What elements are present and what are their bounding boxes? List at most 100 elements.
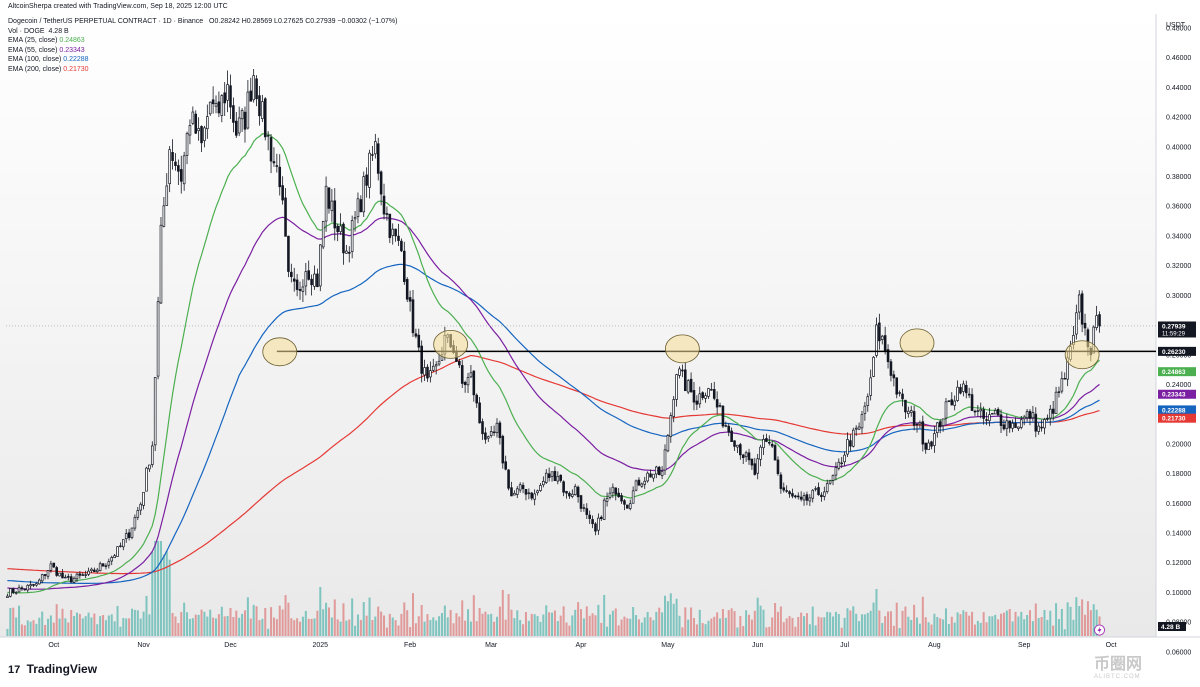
ohlc-close: C0.27939	[305, 18, 336, 25]
indicator-ema25[interactable]: EMA (25, close) 0.24863	[8, 36, 397, 46]
volume-bar	[516, 610, 519, 636]
volume-bar	[116, 605, 119, 636]
volume-bar	[368, 597, 371, 636]
symbol-name[interactable]: Dogecoin / TetherUS PERPETUAL CONTRACT ·…	[8, 18, 204, 25]
volume-bar	[1008, 609, 1011, 636]
y-tick-label: 0.44000	[1166, 85, 1191, 92]
indicator-label: EMA (100, close)	[8, 56, 62, 64]
volume-bar	[719, 618, 722, 636]
volume-bar	[823, 617, 826, 636]
volume-bar	[301, 616, 304, 636]
volume-bar	[846, 608, 849, 636]
volume-bar	[258, 620, 261, 636]
candle-body	[52, 562, 56, 568]
candle-body	[119, 545, 122, 547]
y-tick-label: 0.40000	[1166, 144, 1191, 151]
indicator-value: 0.23343	[59, 46, 85, 54]
volume-bar	[212, 617, 215, 636]
indicator-value: 0.21730	[63, 65, 89, 73]
volume-bar	[519, 620, 522, 636]
volume-bar	[322, 609, 325, 636]
candle-body	[240, 110, 244, 120]
candle-body	[689, 378, 693, 393]
candle-body	[90, 568, 93, 572]
indicator-ema200[interactable]: EMA (200, close) 0.21730	[8, 65, 397, 75]
candle-body	[753, 463, 757, 475]
volume-bar	[800, 612, 803, 636]
candle-body	[414, 333, 418, 337]
volume-bar	[892, 625, 895, 636]
candle-body	[11, 588, 15, 593]
volume-bar	[959, 614, 962, 636]
volume-bar	[9, 607, 12, 636]
candle-body	[237, 117, 241, 134]
legend-panel: Dogecoin / TetherUS PERPETUAL CONTRACT ·…	[8, 17, 397, 75]
volume-bar	[64, 618, 67, 636]
candle-body	[1020, 419, 1023, 428]
candle-body	[98, 563, 102, 572]
candle-body	[203, 127, 206, 141]
candle-body	[333, 200, 337, 229]
volume-bar	[186, 612, 189, 636]
candle-body	[1011, 422, 1014, 429]
candle-body	[327, 187, 331, 209]
volume-bar	[351, 598, 354, 636]
candle-body	[136, 510, 140, 518]
candle-body	[324, 185, 328, 222]
plot-bg	[0, 14, 1156, 637]
volume-bar	[794, 626, 797, 636]
candle-body	[663, 449, 667, 471]
volume-bar	[582, 618, 585, 636]
candle-body	[837, 461, 841, 469]
volume-bar	[522, 624, 525, 636]
candle-body	[275, 165, 279, 167]
volume-bar	[698, 609, 701, 636]
candle-body	[397, 235, 400, 241]
candle-body	[518, 484, 522, 491]
candle-body	[81, 574, 85, 576]
indicator-ema55[interactable]: EMA (55, close) 0.23343	[8, 46, 397, 56]
volume-bar	[603, 594, 606, 636]
candle-body	[805, 494, 809, 501]
candle-body	[831, 475, 835, 481]
candle-body	[87, 570, 90, 575]
volume-bar	[921, 596, 924, 636]
volume-bar	[562, 606, 565, 636]
tradingview-logo[interactable]: 17 TradingView	[8, 662, 97, 676]
volume-bar	[87, 612, 90, 636]
candle-body	[507, 469, 510, 489]
candle-body	[501, 435, 505, 464]
volume-bar	[345, 620, 348, 636]
volume-label: Vol · DOGE	[8, 27, 45, 35]
candle-body	[730, 430, 733, 442]
volume-bar	[542, 614, 545, 636]
volume-bar	[145, 595, 148, 636]
volume-bar	[594, 615, 597, 636]
candle-body	[197, 128, 200, 132]
volume-bar	[35, 623, 38, 636]
volume-bar	[530, 613, 533, 636]
candle-body	[1008, 420, 1012, 429]
volume-bar	[739, 616, 742, 636]
volume-bar	[962, 610, 965, 636]
candle-body	[678, 368, 681, 376]
volume-bar	[577, 602, 580, 636]
candle-body	[431, 365, 435, 371]
volume-row[interactable]: Vol · DOGE 4.28 B	[8, 27, 397, 37]
volume-bar	[371, 619, 374, 636]
candle-body	[536, 490, 539, 494]
indicator-ema100[interactable]: EMA (100, close) 0.22288	[8, 55, 397, 65]
volume-bar	[724, 617, 727, 636]
price-label-text: 0.22288	[1162, 407, 1186, 414]
volume-bar	[469, 621, 472, 636]
volume-bar	[643, 617, 646, 636]
volume-bar	[139, 618, 142, 636]
candle-body	[869, 377, 872, 396]
volume-bar	[197, 614, 200, 636]
volume-bar	[1020, 611, 1023, 636]
volume-bar	[730, 608, 733, 636]
volume-bar	[400, 613, 403, 636]
candle-body	[785, 490, 788, 492]
